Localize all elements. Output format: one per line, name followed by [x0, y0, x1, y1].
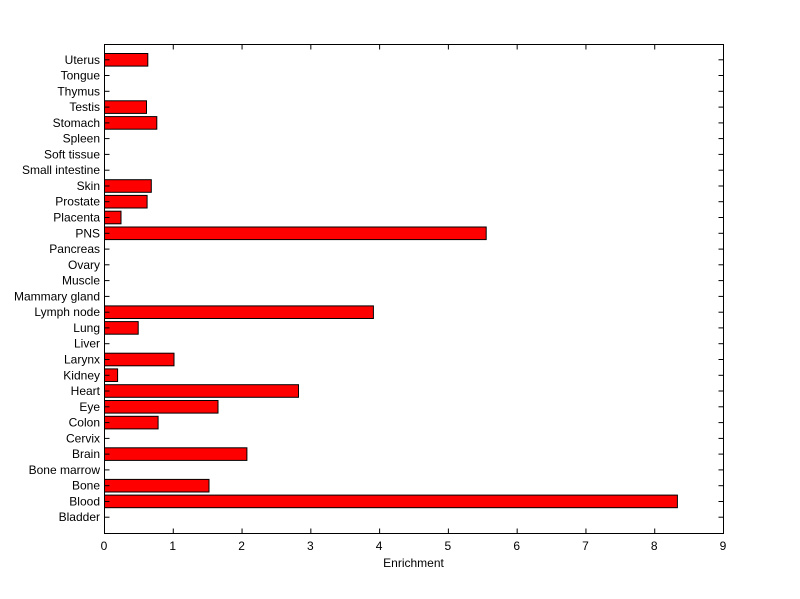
bar-skin	[104, 179, 152, 193]
y-tick-label: Lung	[73, 321, 100, 335]
x-tick-label: 8	[651, 539, 658, 553]
y-tick-label: Placenta	[53, 211, 100, 225]
x-tick-label: 3	[307, 539, 314, 553]
y-tick-label: Uterus	[65, 53, 100, 67]
y-tick-label: Brain	[72, 447, 100, 461]
y-tick-label: Tongue	[61, 69, 101, 83]
x-tick-label: 7	[582, 539, 589, 553]
bar-prostate	[104, 194, 148, 209]
y-tick-label: Liver	[74, 337, 100, 351]
bar-pns	[104, 226, 487, 241]
y-tick-label: Lymph node	[34, 305, 100, 319]
y-tick-label: Soft tissue	[44, 147, 100, 161]
bar-heart	[104, 384, 299, 398]
x-tick-label: 9	[720, 539, 727, 553]
bar-eye	[104, 400, 219, 414]
bar-testis	[104, 100, 147, 114]
y-tick-label: Small intestine	[22, 163, 100, 177]
x-tick-label: 1	[169, 539, 176, 553]
bar-brain	[104, 447, 248, 461]
y-tick-label: Muscle	[62, 274, 100, 288]
y-tick-label: Ovary	[68, 258, 100, 272]
bar-blood	[104, 494, 678, 509]
y-tick-label: Mammary gland	[14, 289, 100, 303]
y-tick-label: Testis	[69, 100, 100, 114]
y-tick-label: Eye	[79, 400, 100, 414]
x-tick-label: 6	[513, 539, 520, 553]
bar-lung	[104, 321, 139, 335]
x-tick-label: 4	[376, 539, 383, 553]
y-tick-label: Spleen	[63, 132, 100, 146]
y-tick-label: Colon	[69, 416, 100, 430]
y-tick-label: Larynx	[64, 353, 100, 367]
y-tick-label: Prostate	[55, 195, 100, 209]
y-tick-label: Cervix	[66, 431, 100, 445]
y-tick-label: Pancreas	[49, 242, 100, 256]
y-tick-label: Skin	[77, 179, 100, 193]
bars-group	[104, 53, 678, 509]
y-tick-label: Bone	[72, 479, 100, 493]
y-tick-label: PNS	[75, 226, 100, 240]
x-tick-label: 2	[238, 539, 245, 553]
y-tick-label: Bone marrow	[29, 463, 101, 477]
bar-bone	[104, 478, 210, 493]
y-tick-label: Blood	[69, 495, 100, 509]
y-tick-label: Stomach	[53, 116, 100, 130]
y-tick-label: Kidney	[63, 368, 100, 382]
bar-uterus	[104, 53, 149, 67]
y-tick-label: Thymus	[57, 84, 100, 98]
y-tick-label: Heart	[71, 384, 101, 398]
bar-larynx	[104, 352, 175, 367]
x-tick-label: 5	[445, 539, 452, 553]
plot-frame	[104, 44, 724, 534]
y-tick-label: Bladder	[59, 510, 100, 524]
bar-stomach	[104, 116, 158, 130]
bar-lymph-node	[104, 305, 374, 319]
x-axis-label: Enrichment	[383, 556, 444, 570]
x-tick-label: 0	[101, 539, 108, 553]
bar-colon	[104, 415, 159, 430]
